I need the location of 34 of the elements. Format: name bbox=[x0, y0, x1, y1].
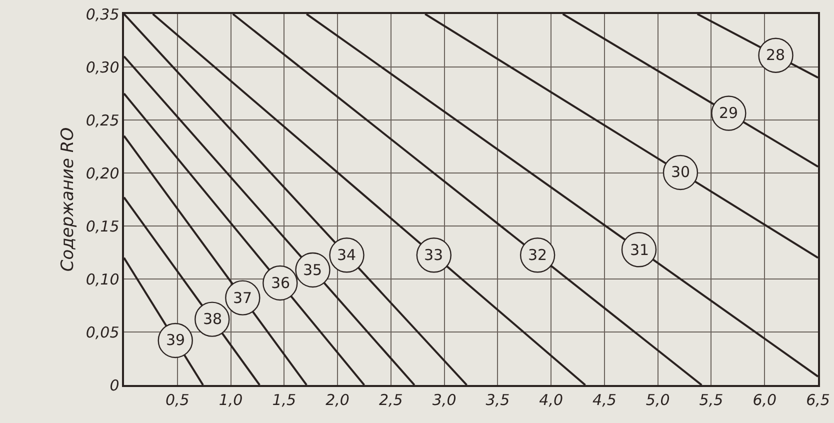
y-tick-label: 0,10 bbox=[86, 270, 120, 288]
series-label: 33 bbox=[424, 246, 444, 264]
series-label: 39 bbox=[166, 331, 186, 349]
x-tick-label: 6,0 bbox=[752, 390, 777, 409]
series-label: 34 bbox=[337, 246, 356, 264]
x-tick-label: 6,5 bbox=[806, 390, 830, 409]
x-tick-label: 5,0 bbox=[646, 390, 670, 409]
series-label: 38 bbox=[203, 310, 222, 328]
series-label: 35 bbox=[303, 261, 322, 279]
x-tick-label: 1,0 bbox=[218, 390, 243, 409]
y-axis-title: Содержание RO bbox=[58, 127, 78, 272]
y-tick-label: 0,25 bbox=[86, 111, 120, 130]
series-label: 36 bbox=[271, 274, 290, 292]
series-label: 37 bbox=[233, 289, 252, 307]
x-tick-label: 5,5 bbox=[699, 390, 724, 409]
y-tick-label: 0,05 bbox=[86, 323, 120, 342]
y-tick-label: 0,15 bbox=[86, 217, 120, 236]
series-label: 30 bbox=[671, 163, 690, 181]
y-tick-label: 0 bbox=[110, 376, 120, 394]
series-label: 29 bbox=[719, 104, 738, 122]
x-tick-label: 2,5 bbox=[378, 390, 403, 409]
x-tick-label: 4,5 bbox=[592, 390, 616, 409]
y-tick-label: 0,20 bbox=[86, 164, 120, 182]
y-tick-label: 0,35 bbox=[86, 5, 120, 24]
series-label: 31 bbox=[630, 241, 650, 259]
x-tick-label: 0,5 bbox=[165, 390, 190, 409]
x-tick-label: 2,0 bbox=[326, 390, 350, 409]
series-label: 28 bbox=[766, 46, 786, 64]
x-tick-label: 1,5 bbox=[272, 390, 296, 409]
series-label: 32 bbox=[528, 246, 548, 264]
x-tick-label: 3,0 bbox=[432, 390, 456, 409]
x-tick-label: 3,5 bbox=[486, 390, 510, 409]
y-tick-label: 0,30 bbox=[86, 58, 120, 76]
x-tick-label: 4,0 bbox=[539, 390, 564, 409]
